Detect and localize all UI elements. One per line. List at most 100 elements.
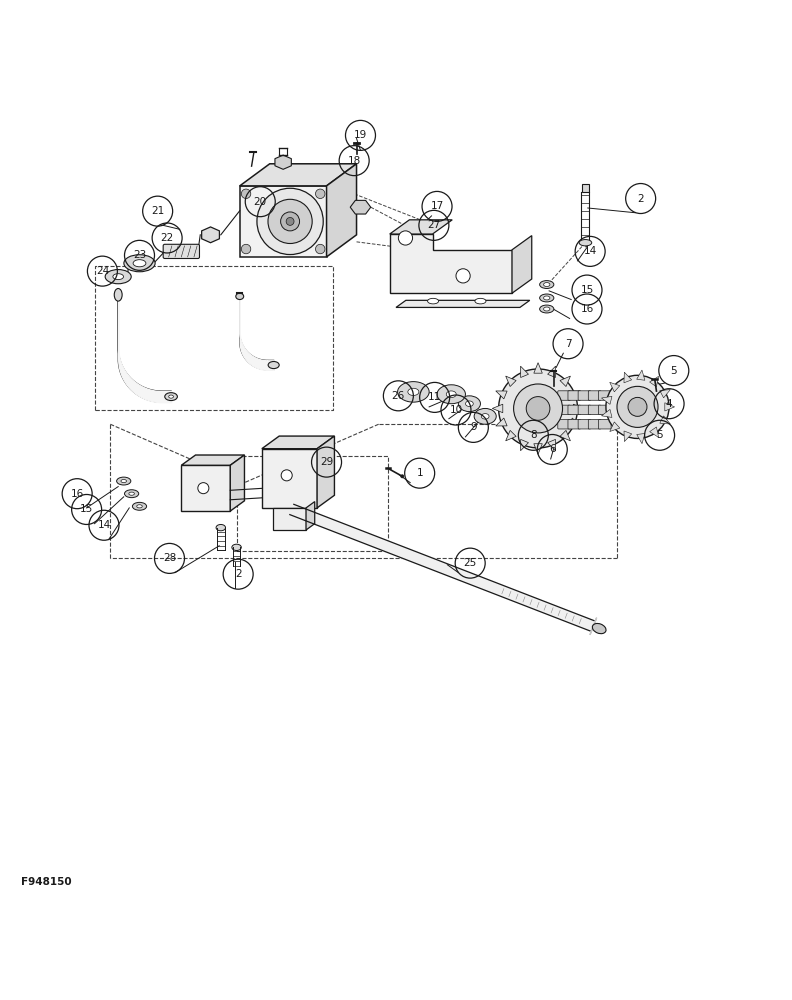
Polygon shape bbox=[664, 403, 675, 411]
Polygon shape bbox=[230, 455, 245, 511]
FancyBboxPatch shape bbox=[568, 419, 581, 429]
Text: 29: 29 bbox=[320, 457, 333, 467]
Ellipse shape bbox=[165, 393, 177, 401]
Polygon shape bbox=[306, 502, 314, 530]
FancyBboxPatch shape bbox=[599, 391, 611, 400]
Circle shape bbox=[198, 483, 209, 494]
Text: 7: 7 bbox=[565, 339, 571, 349]
Polygon shape bbox=[534, 363, 543, 373]
Ellipse shape bbox=[236, 293, 244, 300]
Polygon shape bbox=[601, 396, 612, 404]
Text: F948150: F948150 bbox=[21, 877, 72, 887]
Polygon shape bbox=[262, 436, 334, 449]
Ellipse shape bbox=[129, 492, 135, 495]
Polygon shape bbox=[396, 300, 530, 307]
Text: 16: 16 bbox=[70, 489, 84, 499]
Text: 2: 2 bbox=[638, 194, 644, 204]
Ellipse shape bbox=[543, 283, 550, 287]
Circle shape bbox=[617, 386, 658, 427]
Ellipse shape bbox=[428, 298, 439, 304]
Polygon shape bbox=[273, 508, 306, 530]
Text: 18: 18 bbox=[348, 156, 361, 166]
Polygon shape bbox=[350, 200, 371, 214]
Text: 20: 20 bbox=[253, 197, 267, 207]
Ellipse shape bbox=[459, 396, 481, 412]
Text: 27: 27 bbox=[427, 220, 440, 230]
Polygon shape bbox=[569, 391, 581, 399]
Text: 6: 6 bbox=[549, 444, 555, 454]
Polygon shape bbox=[660, 390, 670, 398]
Text: 24: 24 bbox=[96, 266, 109, 276]
Circle shape bbox=[315, 189, 325, 199]
Text: 16: 16 bbox=[581, 304, 594, 314]
FancyBboxPatch shape bbox=[588, 405, 601, 415]
FancyBboxPatch shape bbox=[599, 419, 611, 429]
FancyBboxPatch shape bbox=[558, 391, 570, 400]
Polygon shape bbox=[547, 439, 555, 451]
Polygon shape bbox=[569, 418, 581, 426]
Ellipse shape bbox=[539, 281, 554, 288]
Circle shape bbox=[286, 217, 294, 225]
Ellipse shape bbox=[446, 391, 456, 398]
Text: 19: 19 bbox=[354, 130, 367, 140]
Ellipse shape bbox=[474, 408, 497, 424]
Ellipse shape bbox=[114, 288, 122, 301]
Text: 28: 28 bbox=[163, 553, 176, 563]
FancyBboxPatch shape bbox=[578, 391, 591, 400]
Circle shape bbox=[257, 188, 323, 255]
FancyBboxPatch shape bbox=[578, 419, 591, 429]
Circle shape bbox=[606, 375, 669, 438]
Text: 15: 15 bbox=[80, 504, 93, 514]
Ellipse shape bbox=[121, 479, 127, 483]
Polygon shape bbox=[547, 366, 555, 378]
Text: 25: 25 bbox=[463, 558, 477, 568]
Polygon shape bbox=[506, 376, 516, 387]
Polygon shape bbox=[390, 220, 452, 234]
Text: 21: 21 bbox=[151, 206, 164, 216]
Polygon shape bbox=[512, 236, 531, 293]
Text: 15: 15 bbox=[581, 285, 594, 295]
Polygon shape bbox=[181, 455, 245, 465]
Text: 4: 4 bbox=[666, 399, 672, 409]
Circle shape bbox=[315, 244, 325, 254]
Ellipse shape bbox=[113, 274, 124, 280]
Circle shape bbox=[242, 244, 251, 254]
Polygon shape bbox=[637, 370, 645, 380]
FancyBboxPatch shape bbox=[568, 405, 581, 415]
Polygon shape bbox=[624, 431, 632, 442]
Polygon shape bbox=[601, 409, 612, 417]
Polygon shape bbox=[534, 444, 543, 454]
Ellipse shape bbox=[437, 385, 466, 404]
Ellipse shape bbox=[579, 240, 592, 246]
Ellipse shape bbox=[124, 255, 155, 272]
Polygon shape bbox=[649, 376, 659, 387]
Polygon shape bbox=[496, 391, 507, 399]
Polygon shape bbox=[506, 430, 516, 441]
Ellipse shape bbox=[466, 401, 474, 406]
Polygon shape bbox=[493, 404, 503, 413]
FancyBboxPatch shape bbox=[558, 419, 570, 429]
Circle shape bbox=[628, 397, 647, 416]
Polygon shape bbox=[240, 164, 356, 186]
Polygon shape bbox=[326, 164, 356, 257]
Polygon shape bbox=[610, 422, 620, 431]
Ellipse shape bbox=[539, 294, 554, 302]
FancyBboxPatch shape bbox=[588, 391, 601, 400]
Ellipse shape bbox=[268, 361, 280, 369]
Ellipse shape bbox=[116, 477, 131, 485]
Text: 26: 26 bbox=[392, 391, 405, 401]
Ellipse shape bbox=[124, 490, 139, 498]
Polygon shape bbox=[573, 404, 584, 413]
Text: 14: 14 bbox=[584, 246, 597, 256]
FancyBboxPatch shape bbox=[588, 419, 601, 429]
Circle shape bbox=[268, 199, 312, 244]
Polygon shape bbox=[660, 416, 670, 424]
Polygon shape bbox=[262, 449, 317, 508]
Ellipse shape bbox=[216, 524, 226, 531]
FancyBboxPatch shape bbox=[163, 244, 200, 258]
Ellipse shape bbox=[398, 382, 429, 402]
Ellipse shape bbox=[475, 298, 486, 304]
Polygon shape bbox=[390, 234, 512, 293]
Text: 2: 2 bbox=[235, 569, 242, 579]
Text: 5: 5 bbox=[671, 366, 677, 376]
